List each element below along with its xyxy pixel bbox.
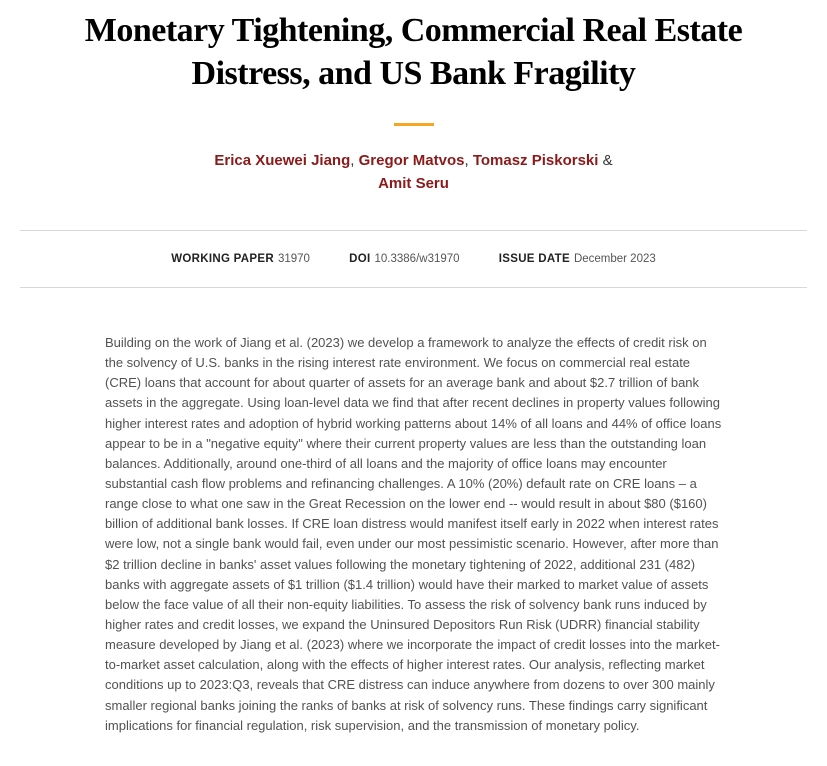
author-link-3[interactable]: Tomasz Piskorski bbox=[473, 152, 599, 169]
doi-value: 10.3386/w31970 bbox=[375, 253, 460, 265]
working-paper-meta: WORKING PAPER 31970 bbox=[171, 253, 310, 265]
metadata-bar: WORKING PAPER 31970 DOI 10.3386/w31970 ISS… bbox=[20, 230, 807, 288]
wp-value: 31970 bbox=[278, 253, 310, 265]
author-link-2[interactable]: Gregor Matvos bbox=[359, 152, 465, 169]
wp-label: WORKING PAPER bbox=[171, 253, 274, 265]
author-separator: , bbox=[464, 152, 472, 169]
abstract-text: Building on the work of Jiang et al. (20… bbox=[20, 333, 807, 736]
doi-label: DOI bbox=[349, 253, 370, 265]
author-link-4[interactable]: Amit Seru bbox=[378, 175, 449, 192]
author-ampersand: & bbox=[598, 152, 612, 169]
author-link-1[interactable]: Erica Xuewei Jiang bbox=[214, 152, 350, 169]
date-label: ISSUE DATE bbox=[499, 253, 570, 265]
doi-meta: DOI 10.3386/w31970 bbox=[349, 253, 459, 265]
paper-title: Monetary Tightening, Commercial Real Est… bbox=[20, 10, 807, 95]
issue-date-meta: ISSUE DATE December 2023 bbox=[499, 253, 656, 265]
title-divider bbox=[394, 123, 434, 126]
date-value: December 2023 bbox=[574, 253, 656, 265]
authors-block: Erica Xuewei Jiang, Gregor Matvos, Tomas… bbox=[20, 150, 807, 195]
author-separator: , bbox=[350, 152, 358, 169]
